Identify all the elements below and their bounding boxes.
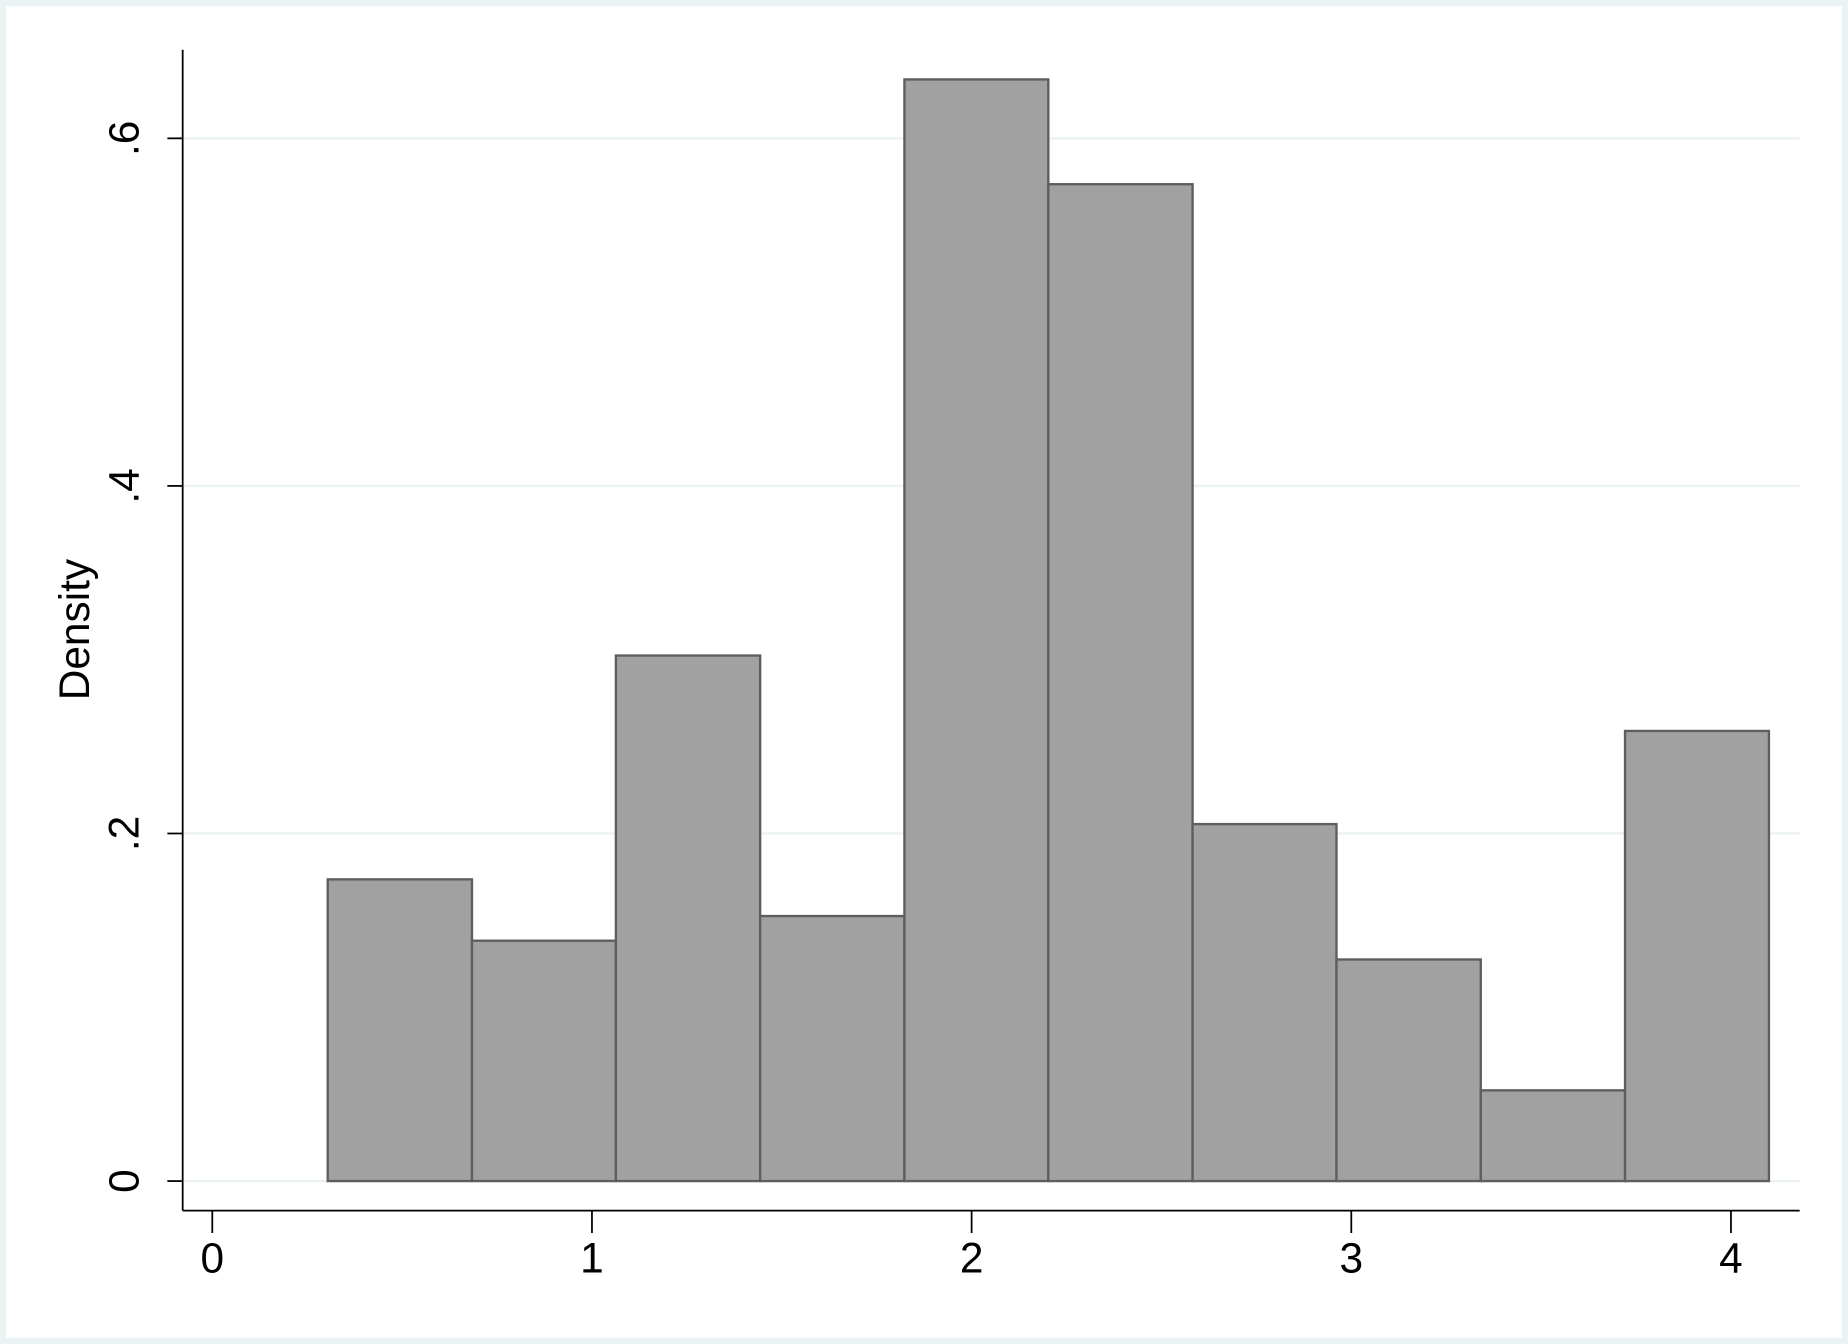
y-axis-label: Density (51, 558, 98, 700)
bar (1191, 822, 1338, 1183)
x-tick-label: 4 (1719, 1234, 1743, 1281)
y-tick-label: .4 (100, 468, 147, 503)
bar (1047, 183, 1194, 1183)
x-tick-label: 2 (960, 1234, 984, 1281)
bar (326, 878, 474, 1183)
x-tick-label: 0 (200, 1234, 224, 1281)
bar (1335, 958, 1482, 1183)
y-tick-label: .6 (100, 121, 147, 156)
bar (1479, 1089, 1627, 1183)
bar (1623, 729, 1771, 1183)
x-tick-label: 1 (580, 1234, 604, 1281)
y-tick-label: .2 (100, 816, 147, 851)
bar (470, 939, 618, 1183)
bar (614, 654, 762, 1183)
bar (903, 78, 1050, 1183)
y-tick-label: 0 (100, 1169, 147, 1193)
x-tick-label: 3 (1339, 1234, 1363, 1281)
bar (758, 914, 906, 1183)
